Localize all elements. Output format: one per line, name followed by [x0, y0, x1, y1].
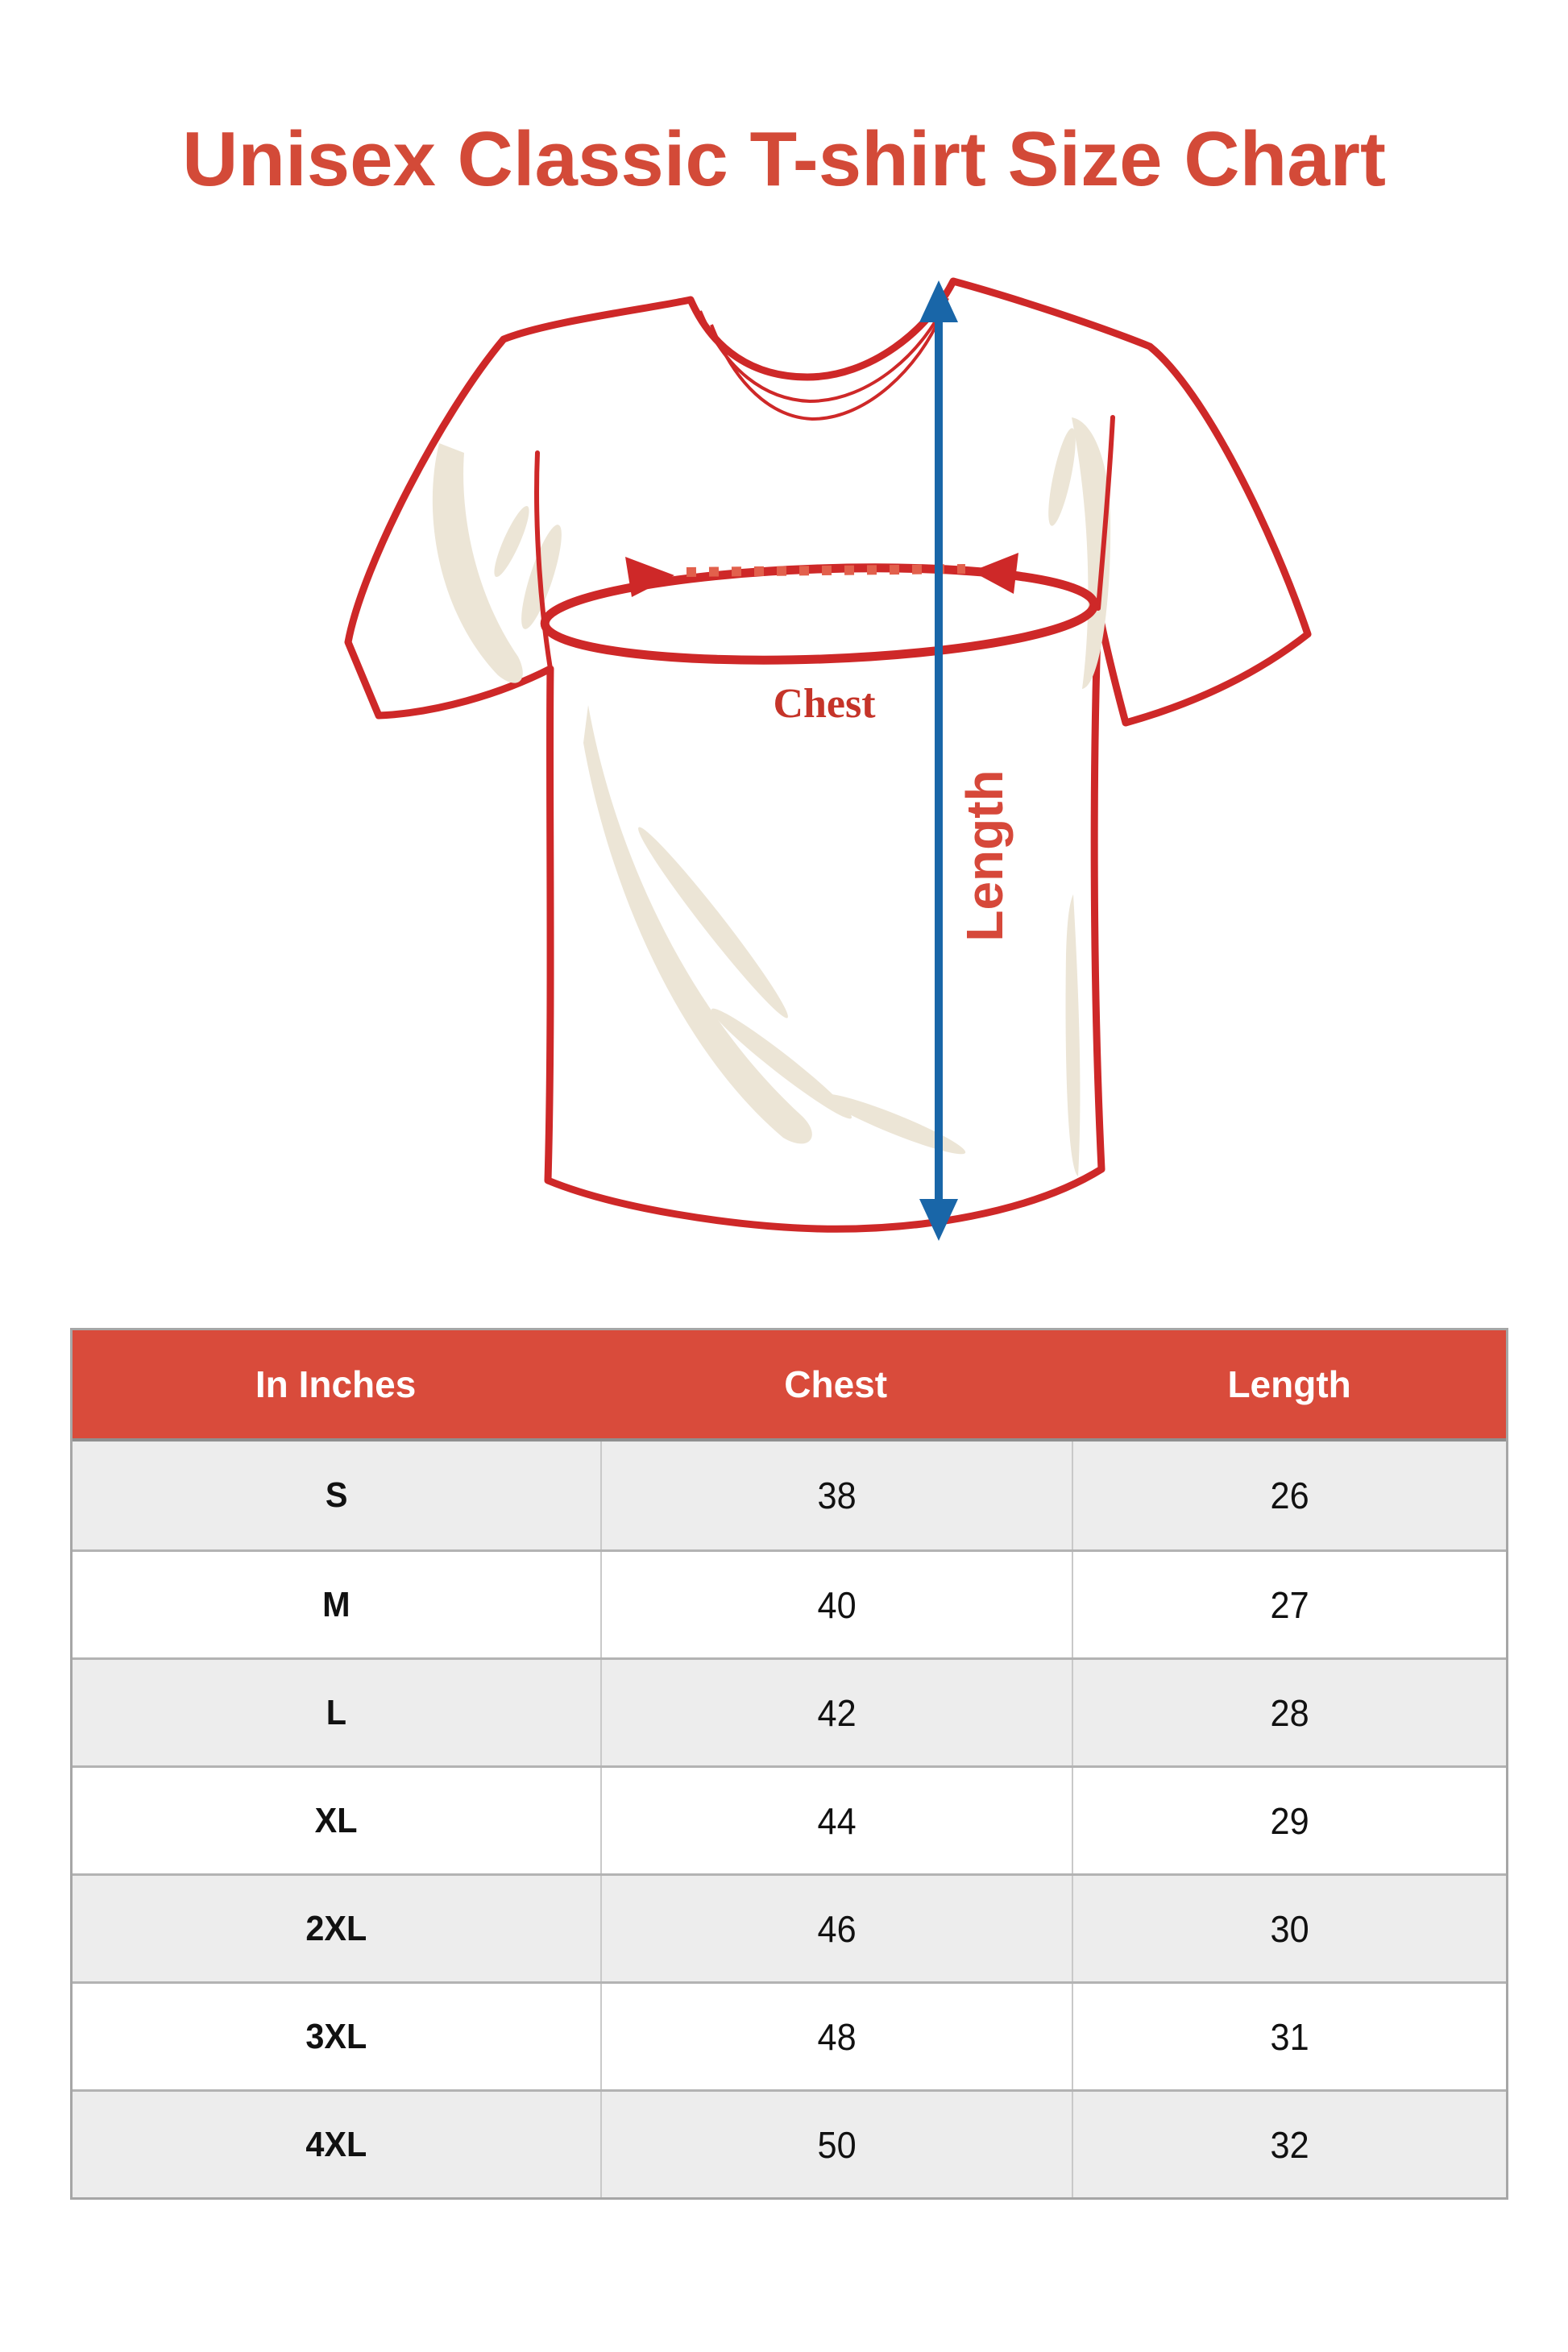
chest-cell: 40 — [599, 1552, 1072, 1657]
size-row-xl: XL 44 29 — [73, 1765, 1506, 1873]
length-cell: 27 — [1071, 1552, 1506, 1657]
chest-cell: 50 — [599, 2092, 1072, 2197]
size-row-2xl: 2XL 46 30 — [73, 1873, 1506, 1981]
chest-arrow-right — [972, 553, 1018, 594]
chest-cell: 46 — [599, 1876, 1072, 1981]
size-cell: 3XL — [305, 2016, 367, 2056]
header-cell-length: Length — [1227, 1363, 1351, 1405]
length-arrow — [919, 280, 958, 1241]
size-table: In Inches Chest Length S 38 26 M 40 27 L 42 28 XL… — [70, 1328, 1508, 2200]
length-cell: 26 — [1071, 1441, 1506, 1549]
size-row-m: M 40 27 — [73, 1549, 1506, 1657]
chest-dotted-line — [686, 564, 966, 577]
size-table-body: S 38 26 M 40 27 L 42 28 XL 44 29 2XL 46 30 3XL 48 31 4XL 50… — [73, 1441, 1506, 2197]
length-measure-label: Length — [956, 769, 1014, 941]
header-cell-unit: In Inches — [255, 1363, 417, 1405]
size-table-header: In Inches Chest Length — [73, 1330, 1506, 1441]
size-cell: 4XL — [305, 2124, 367, 2164]
tshirt-outline — [344, 277, 1312, 1233]
chest-cell: 44 — [599, 1768, 1072, 1873]
length-cell: 31 — [1071, 1984, 1506, 2089]
size-row-3xl: 3XL 48 31 — [73, 1981, 1506, 2089]
size-row-4xl: 4XL 50 32 — [73, 2089, 1506, 2197]
header-cell-chest: Chest — [784, 1363, 888, 1405]
seam-lines — [534, 415, 1115, 671]
chest-cell: 42 — [599, 1660, 1072, 1765]
size-cell: S — [325, 1475, 348, 1515]
chest-measure-ellipse — [540, 563, 1099, 665]
chest-cell: 38 — [599, 1441, 1072, 1549]
length-cell: 28 — [1071, 1660, 1506, 1765]
size-cell: L — [326, 1692, 346, 1732]
collar-band — [699, 297, 949, 421]
size-row-s: S 38 26 — [73, 1441, 1506, 1549]
length-cell: 30 — [1071, 1876, 1506, 1981]
tshirt-diagram-svg: Chest Length — [344, 277, 1312, 1241]
length-cell: 32 — [1071, 2092, 1506, 2197]
length-cell: 29 — [1071, 1768, 1506, 1873]
size-cell: 2XL — [305, 1908, 367, 1948]
size-row-l: L 42 28 — [73, 1657, 1506, 1765]
fabric-shadows — [432, 417, 1111, 1176]
chest-measure-label: Chest — [773, 681, 876, 727]
page-title: Unisex Classic T-shirt Size Chart — [182, 116, 1386, 202]
size-cell: XL — [314, 1800, 358, 1840]
tshirt-measurement-diagram: Chest Length — [306, 242, 1321, 1257]
chest-cell: 48 — [599, 1984, 1072, 2089]
chest-arrow-left — [625, 557, 674, 597]
size-cell: M — [322, 1584, 351, 1624]
